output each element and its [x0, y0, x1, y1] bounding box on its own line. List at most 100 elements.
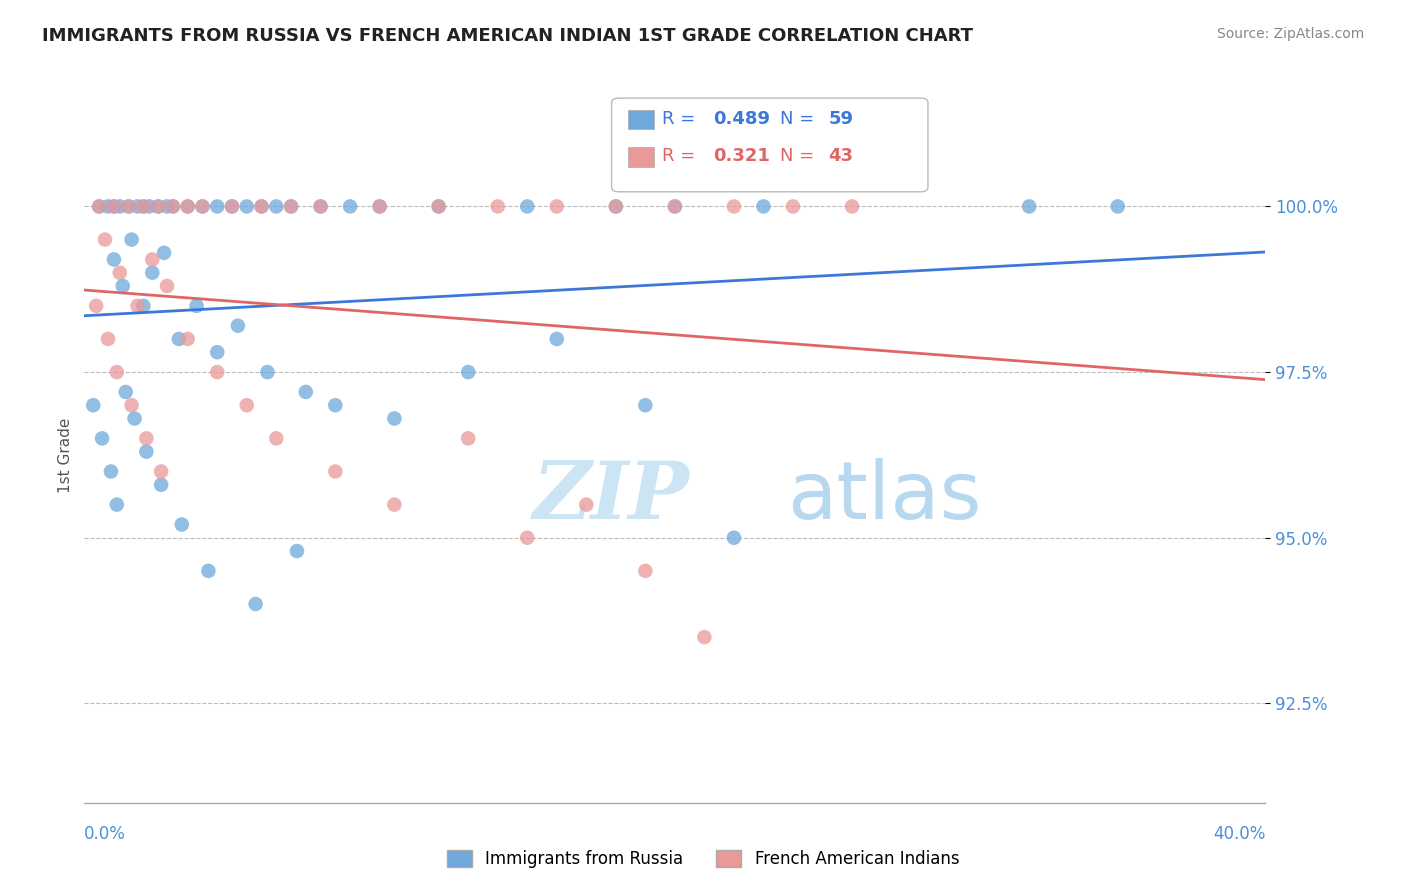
Point: [280, 199, 302, 213]
Point: [197, 564, 219, 578]
Point: [108, 266, 131, 280]
Point: [170, 517, 193, 532]
Point: [177, 199, 200, 213]
Point: [97, 199, 120, 213]
Point: [114, 384, 136, 399]
Point: [87, 199, 111, 213]
Point: [226, 318, 249, 333]
Point: [309, 199, 332, 213]
Point: [105, 498, 128, 512]
Point: [132, 199, 155, 213]
Point: [91, 431, 114, 445]
Point: [127, 199, 149, 213]
Text: N =: N =: [780, 110, 814, 128]
Point: [516, 531, 538, 545]
Point: [121, 398, 143, 412]
Point: [205, 199, 228, 213]
Text: 59: 59: [828, 110, 853, 128]
Point: [186, 299, 208, 313]
Text: 40.0%: 40.0%: [1213, 825, 1265, 843]
Point: [87, 199, 111, 213]
Point: [1018, 199, 1040, 213]
Text: atlas: atlas: [787, 458, 981, 536]
Point: [256, 365, 278, 379]
Point: [124, 411, 146, 425]
Point: [382, 498, 406, 512]
Point: [100, 465, 122, 479]
Text: 0.489: 0.489: [713, 110, 770, 128]
Text: 0.0%: 0.0%: [84, 825, 127, 843]
Point: [723, 531, 745, 545]
Point: [693, 630, 716, 644]
Point: [664, 199, 686, 213]
Point: [250, 199, 273, 213]
Point: [82, 398, 104, 412]
Point: [127, 299, 149, 313]
Text: ZIP: ZIP: [533, 458, 690, 535]
Text: Source: ZipAtlas.com: Source: ZipAtlas.com: [1216, 27, 1364, 41]
Point: [295, 384, 318, 399]
Point: [105, 365, 128, 379]
Point: [605, 199, 627, 213]
Point: [782, 199, 804, 213]
Point: [235, 199, 259, 213]
Point: [138, 199, 160, 213]
Point: [264, 431, 288, 445]
Point: [205, 365, 228, 379]
Point: [177, 332, 200, 346]
Point: [427, 199, 450, 213]
Point: [162, 199, 184, 213]
Point: [323, 465, 347, 479]
Point: [118, 199, 141, 213]
Point: [309, 199, 332, 213]
Point: [382, 411, 406, 425]
Point: [135, 431, 157, 445]
Point: [339, 199, 361, 213]
Point: [235, 398, 259, 412]
Point: [280, 199, 302, 213]
Point: [108, 199, 131, 213]
Point: [94, 233, 117, 247]
Point: [368, 199, 391, 213]
Point: [141, 252, 163, 267]
Point: [250, 199, 273, 213]
Point: [103, 252, 125, 267]
Point: [156, 279, 179, 293]
Point: [148, 199, 170, 213]
Point: [245, 597, 267, 611]
Point: [132, 199, 155, 213]
Point: [575, 498, 598, 512]
Point: [167, 332, 190, 346]
Point: [221, 199, 243, 213]
Point: [427, 199, 450, 213]
Point: [150, 477, 173, 491]
Point: [605, 199, 627, 213]
Point: [103, 199, 125, 213]
Legend: Immigrants from Russia, French American Indians: Immigrants from Russia, French American …: [440, 843, 966, 875]
Text: R =: R =: [662, 110, 696, 128]
Point: [457, 431, 479, 445]
Point: [368, 199, 391, 213]
Point: [132, 299, 155, 313]
Point: [664, 199, 686, 213]
Text: R =: R =: [662, 147, 696, 165]
Point: [84, 299, 107, 313]
Point: [153, 245, 176, 260]
Point: [103, 199, 125, 213]
Point: [634, 398, 657, 412]
Point: [457, 365, 479, 379]
Point: [162, 199, 184, 213]
Point: [177, 199, 200, 213]
Text: 43: 43: [828, 147, 853, 165]
Point: [264, 199, 288, 213]
Point: [191, 199, 214, 213]
Y-axis label: 1st Grade: 1st Grade: [58, 417, 73, 492]
Point: [135, 444, 157, 458]
Point: [205, 345, 228, 359]
Point: [191, 199, 214, 213]
Point: [841, 199, 863, 213]
Point: [752, 199, 775, 213]
Point: [150, 465, 173, 479]
Point: [323, 398, 347, 412]
Point: [141, 266, 163, 280]
